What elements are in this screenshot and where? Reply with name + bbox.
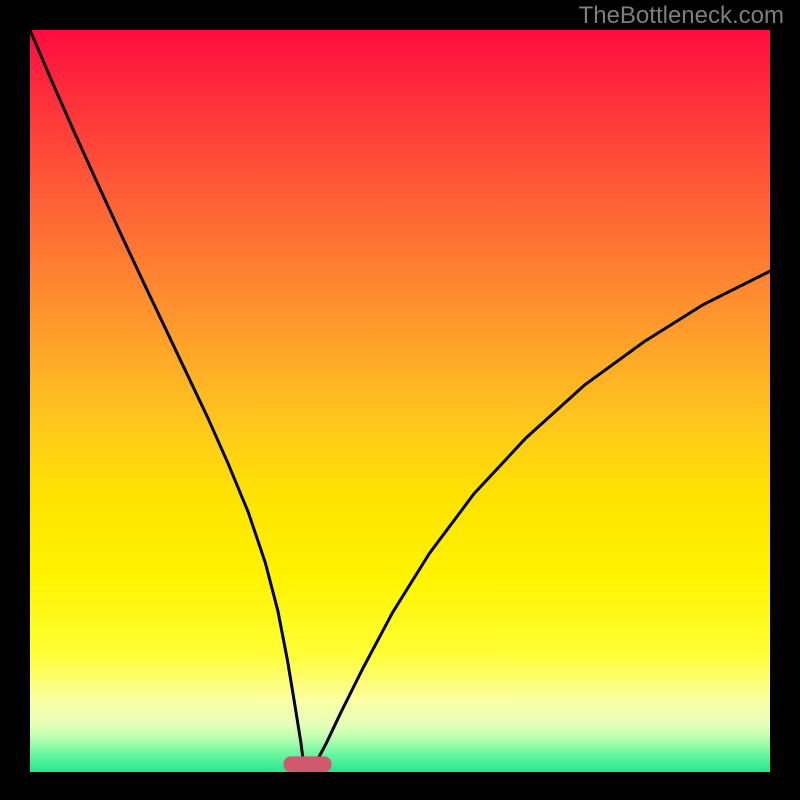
chart-frame: TheBottleneck.com xyxy=(0,0,800,800)
plot-background xyxy=(30,30,770,772)
bottleneck-chart xyxy=(30,30,770,772)
watermark-text: TheBottleneck.com xyxy=(579,2,784,30)
min-marker xyxy=(283,756,331,772)
